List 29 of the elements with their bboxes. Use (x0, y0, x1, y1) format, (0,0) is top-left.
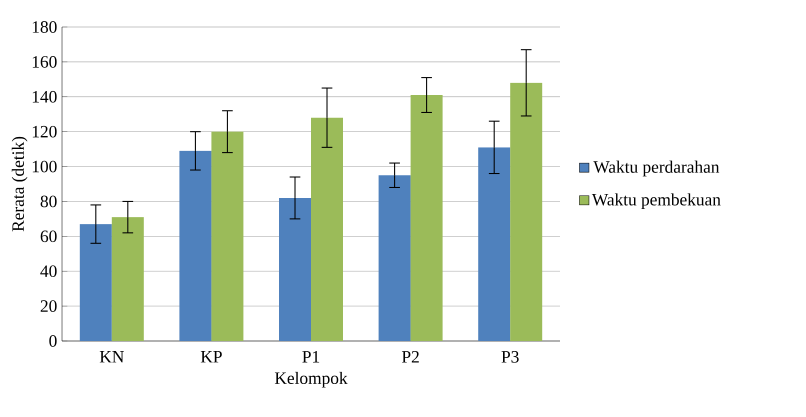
y-tick-label: 140 (32, 90, 57, 103)
x-axis-title: Kelompok (274, 372, 348, 388)
y-tick-label: 180 (32, 21, 57, 33)
bar (311, 118, 344, 341)
x-tick-label: P3 (502, 351, 519, 363)
y-tick-label: 60 (40, 230, 57, 242)
y-tick-label: 40 (40, 265, 57, 278)
bar (478, 147, 510, 341)
bar (510, 82, 542, 341)
bar (80, 224, 112, 341)
legend-label: Waktu pembekuan (592, 193, 721, 210)
bar (410, 95, 443, 341)
legend-label: Waktu perdarahan (593, 160, 720, 176)
bar (279, 198, 312, 341)
y-tick-label: 160 (32, 56, 57, 68)
y-tick-label: 20 (40, 300, 57, 312)
y-tick-label: 120 (32, 126, 57, 138)
x-tick-label: P1 (302, 351, 320, 362)
x-tick-label: P2 (402, 351, 419, 363)
bar (211, 132, 244, 341)
x-tick-label: KP (200, 351, 222, 362)
bar (179, 150, 212, 341)
y-tick-label: 100 (32, 160, 57, 172)
y-axis-title: Rerata (detik) (12, 136, 28, 232)
y-tick-label: 0 (49, 335, 57, 347)
bar (112, 217, 144, 341)
bar (378, 175, 411, 341)
y-tick-label: 80 (40, 196, 57, 208)
x-tick-label: KN (100, 351, 124, 362)
